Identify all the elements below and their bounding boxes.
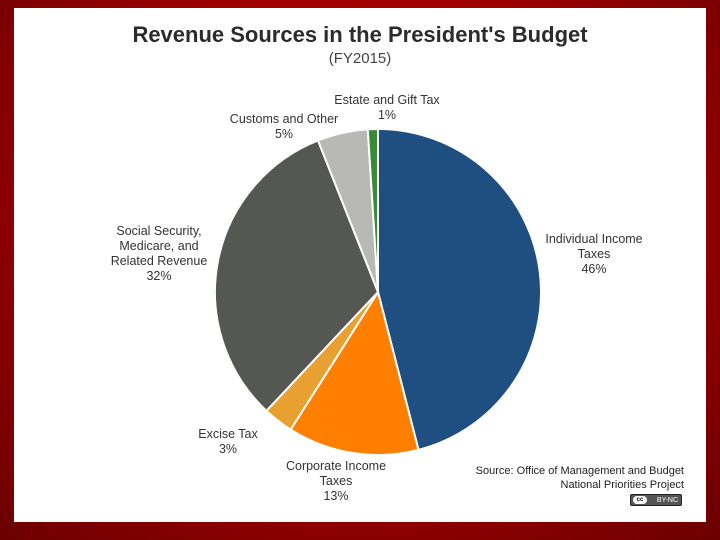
pie-slice (289, 289, 420, 456)
slice-percent-label: 1% (378, 108, 396, 122)
source-line-2: National Priorities Project (560, 479, 685, 491)
license-text: BY-NC (656, 497, 678, 504)
cc-icon: cc (633, 496, 647, 504)
slice-label: Customs and Other 5% (230, 112, 338, 141)
source-line-1: Source: Office of Management and Budget (475, 465, 684, 477)
pie-slice (366, 127, 379, 293)
slice-name-label: Taxes (578, 247, 611, 261)
source-note: Source: Office of Management and Budget … (476, 464, 684, 492)
slice-name-label: Social Security, (116, 224, 201, 238)
slice-percent-label: 5% (275, 127, 293, 141)
slice-label: Social Security, Medicare, and Related Rev… (111, 224, 208, 283)
cc-license-badge: cc BY-NC (630, 494, 682, 506)
slice-label: Estate and Gift Tax 1% (334, 93, 440, 122)
slice-name-label: Taxes (320, 474, 353, 488)
slice-name-label: Related Revenue (111, 254, 208, 268)
slice-label: Individual Income Taxes 46% (545, 232, 642, 276)
pie-chart: Individual Income Taxes 46%Corporate Incom… (111, 93, 643, 503)
slide-card: Revenue Sources in the President's Budge… (14, 8, 706, 522)
pie-slice (214, 139, 380, 413)
slice-name-label: Corporate Income (286, 459, 386, 473)
slice-name-label: Customs and Other (230, 112, 338, 126)
chart-subtitle: (FY2015) (328, 50, 392, 67)
slice-name-label: Excise Tax (198, 427, 258, 441)
slice-percent-label: 46% (581, 262, 606, 276)
slice-percent-label: 3% (219, 442, 237, 456)
slice-name-label: Estate and Gift Tax (334, 93, 440, 107)
slice-name-label: Medicare, and (119, 239, 198, 253)
slice-name-label: Individual Income (545, 232, 642, 246)
slice-label: Corporate Income Taxes 13% (286, 459, 386, 503)
slice-percent-label: 13% (323, 489, 348, 503)
slice-percent-label: 32% (146, 269, 171, 283)
chart-title: Revenue Sources in the President's Budge… (132, 22, 588, 47)
pie-slice (377, 127, 542, 452)
slice-label: Excise Tax 3% (198, 427, 258, 456)
